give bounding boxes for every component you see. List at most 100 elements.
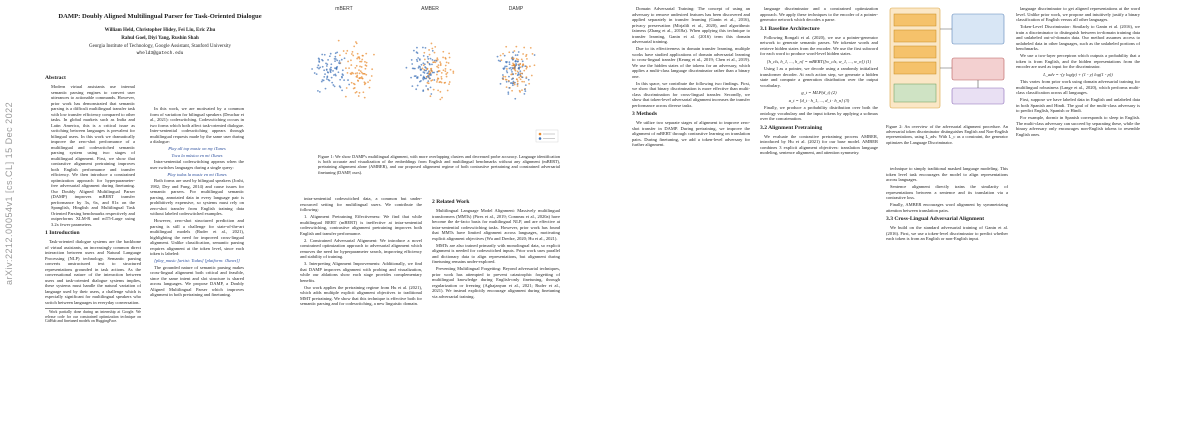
embedding-point (517, 60, 519, 63)
embedding-point (318, 58, 321, 61)
embedding-point (321, 59, 324, 62)
embedding-point (525, 53, 528, 56)
embedding-point (352, 54, 355, 57)
embedding-point (436, 79, 439, 81)
embedding-point (506, 68, 508, 70)
embedding-point (323, 53, 326, 56)
embedding-point (350, 53, 353, 55)
embedding-point (519, 78, 522, 81)
embedding-point (426, 67, 429, 70)
legend-swatch (538, 132, 542, 136)
embedding-point (315, 73, 318, 76)
embedding-point (350, 64, 353, 66)
paragraph-equation: a_t = [d_t · h_1, ..., d_t · h_n] (3) (788, 97, 850, 103)
embedding-point (433, 51, 436, 54)
embedding-point (368, 86, 371, 89)
embedding-point (436, 58, 439, 61)
embedding-point (324, 87, 327, 90)
embedding-point (365, 52, 368, 55)
embedding-point (440, 77, 443, 80)
embedding-point (439, 80, 442, 83)
embedding-point (511, 58, 514, 61)
paragraph-text: In this work, we are motivated by a comm… (150, 106, 244, 144)
arrow (940, 28, 979, 88)
embedding-point (436, 73, 438, 76)
embedding-point (332, 84, 335, 86)
embedding-point (341, 89, 343, 92)
embedding-point (422, 62, 425, 65)
authors: Rahul Goel, Diyi Yang, Rushin Shah (121, 36, 199, 41)
embedding-point (505, 45, 508, 48)
embedding-point (323, 76, 326, 78)
embedding-point (440, 81, 443, 84)
embedding-point (519, 62, 522, 65)
embedding-point (329, 68, 331, 70)
embedding-point (512, 67, 515, 70)
embedding-point (521, 76, 524, 79)
embedding-point (354, 91, 357, 94)
embedding-point (360, 71, 363, 74)
embedding-point (425, 75, 428, 78)
paragraph-text: However, zero-shot structured prediction… (150, 218, 244, 257)
embedding-point (437, 70, 440, 72)
embedding-point (357, 95, 360, 97)
embedding-point (516, 78, 518, 81)
embedding-point (341, 69, 344, 72)
embedding-point (352, 72, 354, 75)
embedding-point (356, 74, 359, 77)
embedding-point (412, 67, 415, 70)
embedding-point (346, 71, 349, 74)
paragraph-text: We evaluate the contrastive pretraining … (760, 133, 878, 156)
embedding-point (520, 58, 523, 61)
embedding-point (428, 62, 431, 65)
embedding-point (338, 62, 340, 64)
embedding-point (321, 65, 324, 68)
embedding-point (448, 56, 451, 59)
embedding-point (358, 69, 360, 72)
embedding-point (524, 65, 527, 68)
embedding-point (448, 83, 450, 86)
loss-block (951, 87, 1005, 105)
embedding-point (345, 52, 348, 55)
embedding-point (350, 59, 352, 62)
embedding-point (439, 61, 442, 64)
paragraph-text: Intra-sentential codeswitching appears w… (150, 159, 244, 170)
embedding-point (343, 79, 346, 82)
email: wheld3@gatech.edu (136, 51, 184, 56)
embedding-point (518, 64, 520, 67)
embedding-point (345, 87, 348, 89)
embedding-point (411, 85, 414, 88)
embedding-point (425, 67, 427, 69)
embedding-point (347, 60, 349, 63)
embedding-point (524, 90, 527, 93)
embedding-point (326, 75, 329, 78)
paragraph-text: Preventing Multilingual Forgetting: Beyo… (432, 266, 560, 299)
embedding-point (436, 65, 438, 68)
embedding-point (322, 79, 325, 82)
column: Abstract Modern virtual assistants use in… (45, 72, 141, 325)
embedding-point (331, 81, 334, 84)
embedding-point (521, 89, 523, 91)
embedding-point (429, 77, 431, 80)
embedding-point (446, 71, 449, 74)
embedding-point (336, 51, 339, 54)
embedding-point (427, 88, 429, 90)
section-heading: 3.3 Cross-Lingual Adversarial Alignment (886, 216, 985, 223)
paragraph-example: [play_music [artist: Todas] [platform: i… (154, 258, 240, 264)
column: language discriminator to get aligned re… (1016, 6, 1140, 139)
embedding-point (445, 75, 448, 78)
embedding-point (436, 70, 439, 73)
embedding-point (328, 55, 331, 58)
embedding-point (508, 67, 511, 70)
embedding-point (333, 85, 336, 88)
embedding-point (523, 80, 525, 83)
embedding-point (502, 75, 505, 78)
embedding-point (514, 59, 517, 62)
embedding-point (348, 67, 350, 70)
embedding-point (419, 74, 422, 77)
embedding-point (529, 46, 532, 49)
figure-1-caption: Figure 1: We show DAMP's multilingual al… (318, 154, 560, 175)
embedding-point (439, 98, 442, 101)
embedding-point (434, 45, 437, 48)
